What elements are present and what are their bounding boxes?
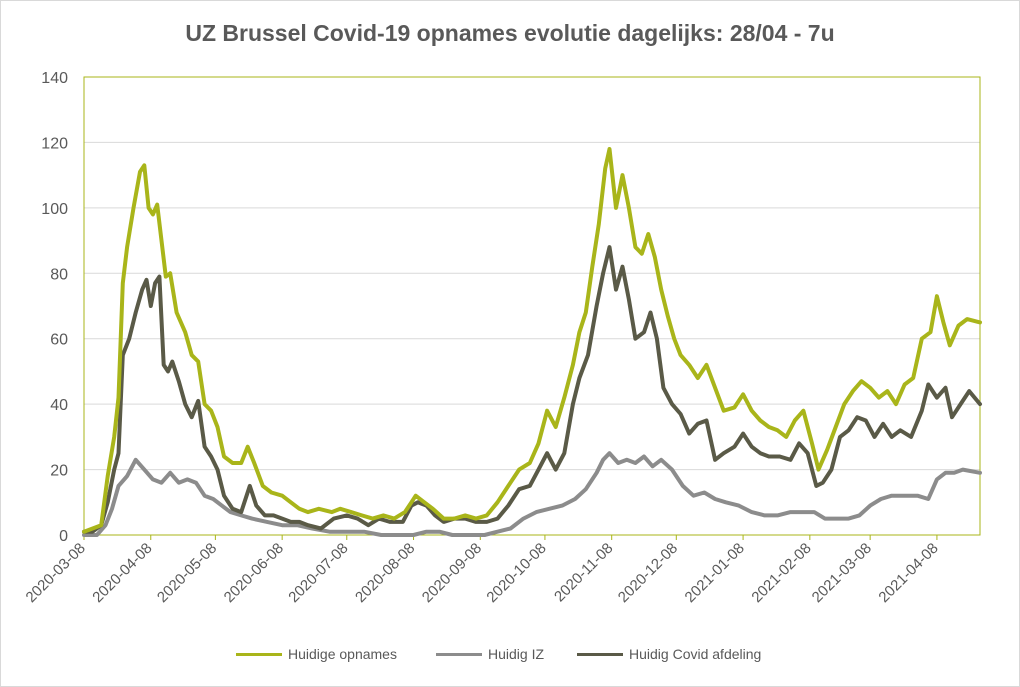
legend-swatch bbox=[577, 652, 623, 656]
y-tick-label: 0 bbox=[59, 528, 68, 545]
x-tick-label: 2020-10-08 bbox=[483, 540, 549, 606]
chart-title: UZ Brussel Covid-19 opnames evolutie dag… bbox=[185, 20, 835, 46]
x-tick-label: 2020-09-08 bbox=[419, 540, 485, 606]
legend-label: Huidige opnames bbox=[288, 646, 397, 662]
gridlines bbox=[84, 76, 980, 536]
x-tick-label: 2021-03-08 bbox=[809, 540, 875, 606]
x-tick-label: 2020-06-08 bbox=[221, 540, 287, 606]
series-lines bbox=[82, 147, 982, 537]
y-tick-label: 40 bbox=[50, 397, 68, 414]
y-tick-label: 80 bbox=[50, 266, 68, 283]
legend-label: Huidig Covid afdeling bbox=[629, 646, 762, 662]
series-line-huidige-opnames bbox=[82, 147, 982, 534]
y-tick-label: 140 bbox=[41, 70, 68, 87]
x-tick-label: 2020-08-08 bbox=[352, 540, 418, 606]
legend-swatch bbox=[436, 652, 482, 656]
y-tick-label: 60 bbox=[50, 332, 68, 349]
x-tick-label: 2021-01-08 bbox=[682, 540, 748, 606]
x-tick-label: 2020-07-08 bbox=[285, 540, 351, 606]
legend-item-huidig-covid-afdeling: Huidig Covid afdeling bbox=[577, 646, 761, 662]
legend-item-huidig-iz: Huidig IZ bbox=[436, 646, 544, 662]
series-line-huidig-covid-afdeling bbox=[82, 245, 982, 534]
x-tick-label: 2020-11-08 bbox=[551, 540, 616, 605]
x-tick-label: 2020-03-08 bbox=[23, 540, 89, 606]
series-line-huidig-iz bbox=[82, 451, 982, 537]
y-tick-label: 120 bbox=[41, 135, 68, 152]
legend-swatch bbox=[236, 652, 282, 656]
y-tick-label: 20 bbox=[50, 463, 68, 480]
y-axis-ticks: 0 20 40 60 80 100 120 140 bbox=[41, 70, 68, 545]
x-tick-label: 2021-04-08 bbox=[875, 540, 941, 606]
y-tick-label: 100 bbox=[41, 201, 68, 218]
x-tick-label: 2020-04-08 bbox=[89, 540, 155, 606]
legend-item-huidige-opnames: Huidige opnames bbox=[236, 646, 397, 662]
legend-label: Huidig IZ bbox=[488, 646, 545, 662]
legend: Huidige opnames Huidig IZ Huidig Covid a… bbox=[0, 646, 1020, 666]
plot-area-border bbox=[83, 76, 981, 536]
x-tick-label: 2021-02-08 bbox=[748, 540, 814, 606]
x-tick-label: 2020-12-08 bbox=[615, 540, 681, 606]
x-tick-label: 2020-05-08 bbox=[154, 540, 220, 606]
